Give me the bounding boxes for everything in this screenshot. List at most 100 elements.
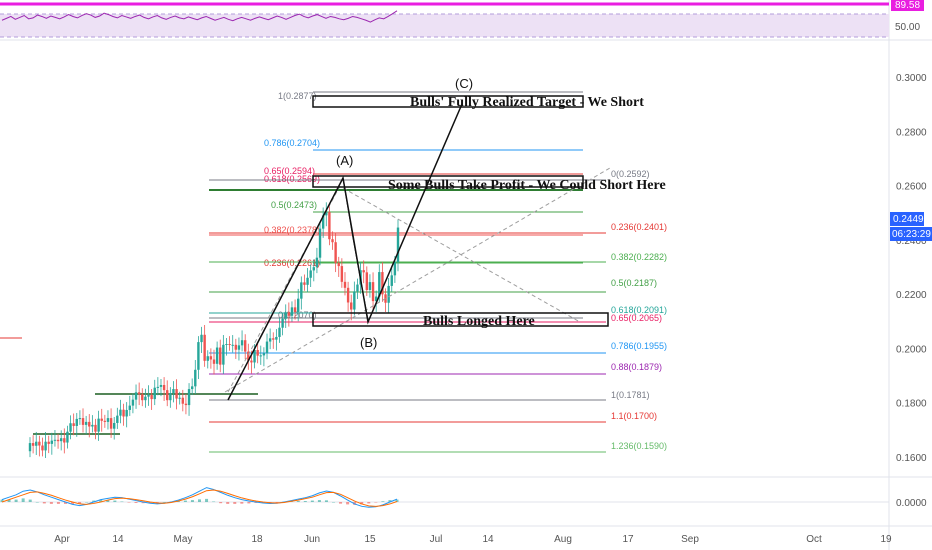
macd-histogram-bar xyxy=(56,502,60,504)
candle-body xyxy=(222,344,225,365)
dashed-trendline-down xyxy=(342,187,581,323)
macd-histogram-bar xyxy=(275,502,279,503)
fib2-label-1: 1(0.1781) xyxy=(611,390,650,400)
macd-histogram-bar xyxy=(374,502,378,503)
candle-body xyxy=(272,338,275,340)
macd-panel: 0.0000 xyxy=(0,487,927,509)
candle-body xyxy=(290,307,294,316)
candle-body xyxy=(97,418,100,432)
fib2-label-065: 0.65(0.2065) xyxy=(611,313,662,323)
macd-histogram-bar xyxy=(219,502,223,504)
macd-histogram-bar xyxy=(226,502,230,504)
fib1-label-065: 0.65(0.2594) xyxy=(264,166,315,176)
rsi-value-tag xyxy=(891,0,924,11)
fib2-label-0382: 0.382(0.2282) xyxy=(611,252,667,262)
candle-body xyxy=(350,302,353,310)
candle-body xyxy=(250,360,253,363)
candle-body xyxy=(187,389,191,406)
candle-body xyxy=(162,384,166,391)
elliott-wave-path xyxy=(227,103,463,401)
candle-body xyxy=(159,384,163,387)
macd-histogram-bar xyxy=(49,502,53,504)
time-tick-label: Oct xyxy=(806,534,822,545)
candle-body xyxy=(178,397,181,399)
macd-histogram-bar xyxy=(28,499,32,502)
macd-histogram-bar xyxy=(42,502,46,504)
candle-body xyxy=(259,355,262,357)
macd-line xyxy=(1,487,398,508)
candle-body xyxy=(356,284,359,292)
candle-body xyxy=(268,338,272,342)
candle-body xyxy=(387,285,390,303)
candle-body xyxy=(141,394,144,401)
candle-body xyxy=(287,312,291,316)
fib1-label-05: 0.5(0.2473) xyxy=(271,200,317,210)
macd-histogram-bar xyxy=(0,499,4,502)
candle-body xyxy=(35,441,38,446)
macd-histogram-bar xyxy=(339,502,343,504)
fib2-label-1236: 1.236(0.1590) xyxy=(611,441,667,451)
candle-body xyxy=(203,334,206,361)
candle-body xyxy=(275,336,278,340)
macd-histogram-bar xyxy=(141,502,145,504)
candle-body xyxy=(131,399,135,406)
candle-body xyxy=(265,341,269,354)
macd-histogram-bar xyxy=(310,500,314,502)
candle-body xyxy=(122,409,125,417)
fib2-label-0786: 0.786(0.1955) xyxy=(611,341,667,351)
candle-body xyxy=(262,353,266,356)
fib2-label-088: 0.88(0.1879) xyxy=(611,362,662,372)
macd-histogram-bar xyxy=(332,502,336,503)
candle-body xyxy=(153,387,156,400)
candle-body xyxy=(84,421,88,425)
time-tick-label: 14 xyxy=(112,534,124,545)
time-tick-label: 15 xyxy=(364,534,376,545)
rsi-band xyxy=(0,14,889,37)
macd-histogram-bar xyxy=(212,501,216,503)
candle-body xyxy=(169,393,172,401)
macd-histogram-bar xyxy=(148,502,152,504)
price-tick-label: 0.3000 xyxy=(896,73,927,84)
candle-body xyxy=(63,438,66,443)
candle-body xyxy=(144,396,147,401)
candle-body xyxy=(318,228,322,258)
candle-body xyxy=(81,418,85,425)
target-box xyxy=(312,95,584,108)
profit-annotation: Some Bulls Take Profit - We Could Short … xyxy=(388,178,666,193)
time-tick-label: 17 xyxy=(622,534,634,545)
countdown-tag xyxy=(890,227,932,241)
macd-histogram-bar xyxy=(78,502,82,504)
candle-body xyxy=(50,440,54,444)
candle-body xyxy=(59,438,63,442)
candle-body xyxy=(234,344,238,350)
candle-body xyxy=(237,345,241,350)
candle-body xyxy=(181,397,185,404)
last-price-tag xyxy=(890,212,924,226)
candle-body xyxy=(194,369,197,387)
candle-body xyxy=(125,409,128,417)
price-tick-label: 0.2800 xyxy=(896,127,927,138)
macd-histogram-bar xyxy=(21,498,25,502)
fib1-label-1: 1(0.2877) xyxy=(278,91,317,101)
macd-histogram-bar xyxy=(247,502,251,504)
fib1-label-0236: 0.236(0.2261) xyxy=(264,258,320,268)
candle-body xyxy=(256,349,259,356)
wave-label-b: (B) xyxy=(360,335,377,350)
long-box xyxy=(312,312,609,327)
price-tick-label: 0.1800 xyxy=(896,399,927,410)
candle-body xyxy=(390,275,393,286)
candle-body xyxy=(281,318,284,328)
candle-body xyxy=(331,239,334,243)
macd-histogram-bar xyxy=(63,502,67,504)
candle-body xyxy=(321,215,325,229)
time-tick-label: 19 xyxy=(880,534,892,545)
candle-body xyxy=(66,431,69,443)
macd-histogram-bar xyxy=(162,502,166,503)
rsi-value-label: 89.58 xyxy=(895,0,920,11)
fib1-label-0: 0(0.2070) xyxy=(278,310,317,320)
candles-group xyxy=(28,202,400,458)
fib2-label-05: 0.5(0.2187) xyxy=(611,278,657,288)
candle-body xyxy=(243,340,247,352)
candle-body xyxy=(206,356,209,361)
